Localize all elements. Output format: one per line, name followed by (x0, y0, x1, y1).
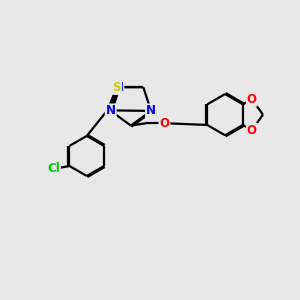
Text: N: N (106, 104, 116, 117)
Text: O: O (247, 93, 257, 106)
Text: N: N (146, 104, 156, 117)
Text: S: S (112, 81, 121, 94)
Text: Cl: Cl (47, 162, 60, 175)
Text: N: N (113, 81, 123, 94)
Text: O: O (159, 117, 170, 130)
Text: O: O (247, 124, 257, 137)
